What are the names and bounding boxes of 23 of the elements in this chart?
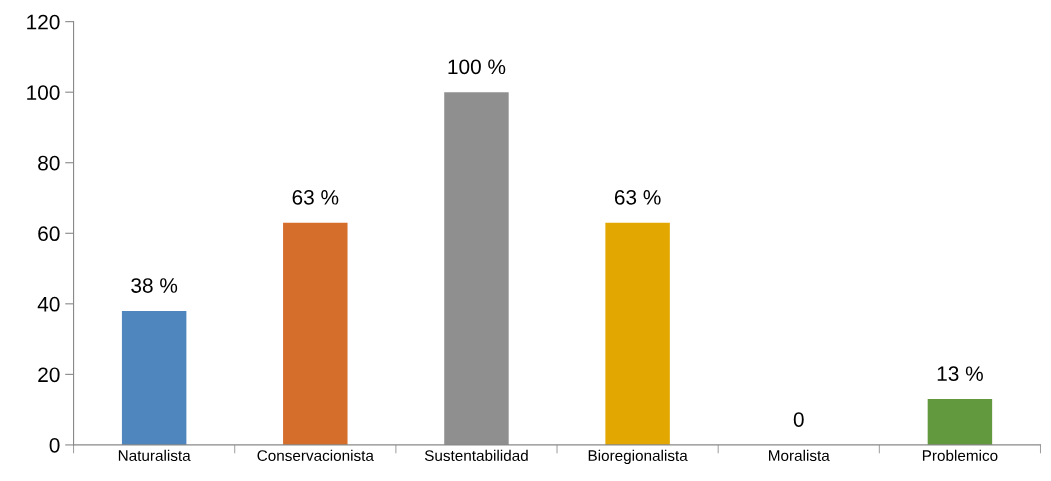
x-tick-label: Sustentabilidad	[424, 449, 528, 462]
data-label: 13 %	[937, 366, 983, 382]
y-tick-label: 120	[27, 14, 60, 30]
data-label: 38 %	[131, 278, 178, 293]
y-tick-label: 60	[38, 226, 60, 242]
y-tick-label: 20	[38, 367, 60, 383]
x-tick-label: Conservacionista	[257, 449, 374, 462]
x-tick-label: Moralista	[769, 449, 830, 462]
y-tick-label: 80	[38, 155, 60, 171]
bar	[927, 399, 993, 445]
data-label: 63 %	[614, 189, 661, 205]
x-tick-label: Naturalista	[118, 449, 191, 462]
data-label: 0	[793, 412, 804, 427]
y-tick-label: 0	[49, 437, 60, 453]
y-tick-label: 100	[27, 85, 60, 100]
bar	[283, 222, 348, 445]
data-label: 100 %	[448, 59, 506, 75]
bar	[605, 222, 670, 445]
x-tick-label: Bioregionalista	[588, 449, 688, 465]
x-tick-label: Problemico	[922, 449, 998, 462]
bar	[121, 310, 187, 445]
data-label: 63 %	[292, 189, 339, 205]
y-tick-label: 40	[37, 296, 60, 312]
